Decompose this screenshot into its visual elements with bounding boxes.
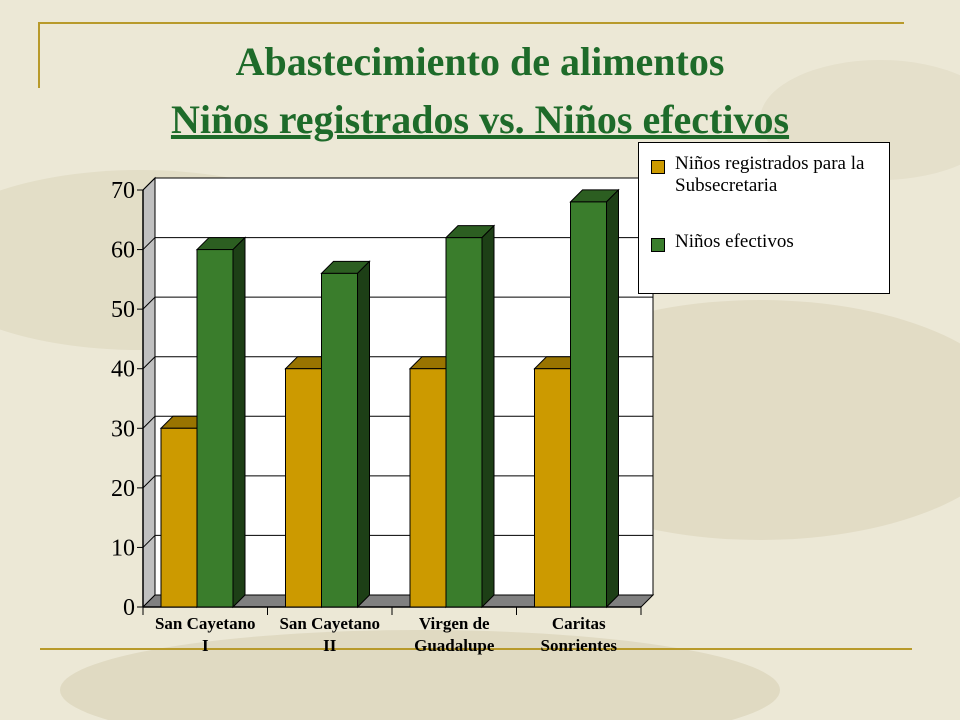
bar-efectivos xyxy=(570,201,607,608)
bar-efectivos-side xyxy=(606,188,619,609)
x-tick-label: Caritas xyxy=(552,614,606,633)
bar-efectivos xyxy=(196,249,234,608)
bar-registrados xyxy=(285,368,322,608)
gridline-side xyxy=(142,177,156,191)
left-accent-line xyxy=(38,22,40,88)
y-tick-label: 40 xyxy=(111,357,135,383)
legend-swatch-efectivos xyxy=(651,238,665,252)
bar-registrados xyxy=(160,427,198,608)
gridline-side xyxy=(142,415,156,429)
y-tick-label: 70 xyxy=(111,178,135,204)
bar-efectivos-side xyxy=(232,236,246,609)
x-tick-label: I xyxy=(202,636,209,655)
bottom-accent-line xyxy=(40,648,912,650)
gridline-side xyxy=(142,356,156,370)
bar-efectivos-side xyxy=(481,224,495,609)
bar-efectivos xyxy=(321,272,358,608)
x-tick-label: Guadalupe xyxy=(414,636,495,655)
legend-label-registrados: Niños registrados para la Subsecretaria xyxy=(675,153,865,196)
slide-title: Abastecimiento de alimentos xyxy=(235,39,725,84)
gridline-side xyxy=(142,296,156,310)
bar-efectivos-side xyxy=(357,260,370,609)
y-tick-label: 30 xyxy=(111,416,135,442)
legend-swatch-registrados xyxy=(651,160,665,174)
chart-side-wall xyxy=(142,176,156,609)
y-tick-label: 10 xyxy=(111,535,135,561)
x-tick-label: San Cayetano xyxy=(155,614,256,633)
gridline-side xyxy=(142,535,156,548)
bar-efectivos xyxy=(445,237,483,608)
gridline-side xyxy=(142,237,156,250)
slide-subtitle: Niños registrados vs. Niños efectivos xyxy=(170,97,790,142)
y-tick-label: 50 xyxy=(111,297,135,323)
gridline-side xyxy=(142,475,156,489)
y-tick-label: 60 xyxy=(111,238,135,264)
bar-registrados xyxy=(534,368,571,608)
legend-item-registrados: Niños registrados para la Subsecretaria xyxy=(651,153,885,197)
bar-registrados xyxy=(409,368,447,608)
y-tick-label: 0 xyxy=(123,595,135,621)
x-tick-label: II xyxy=(323,636,337,655)
chart-legend: Niños registrados para la Subsecretaria … xyxy=(638,142,890,294)
legend-label-efectivos: Niños efectivos xyxy=(675,231,794,252)
y-tick-label: 20 xyxy=(111,476,135,502)
top-accent-line xyxy=(40,22,904,24)
x-tick-label: Sonrientes xyxy=(541,636,618,655)
x-tick-label: San Cayetano xyxy=(279,614,380,633)
x-tick-label: Virgen de xyxy=(419,614,490,633)
legend-item-efectivos: Niños efectivos xyxy=(651,231,885,253)
